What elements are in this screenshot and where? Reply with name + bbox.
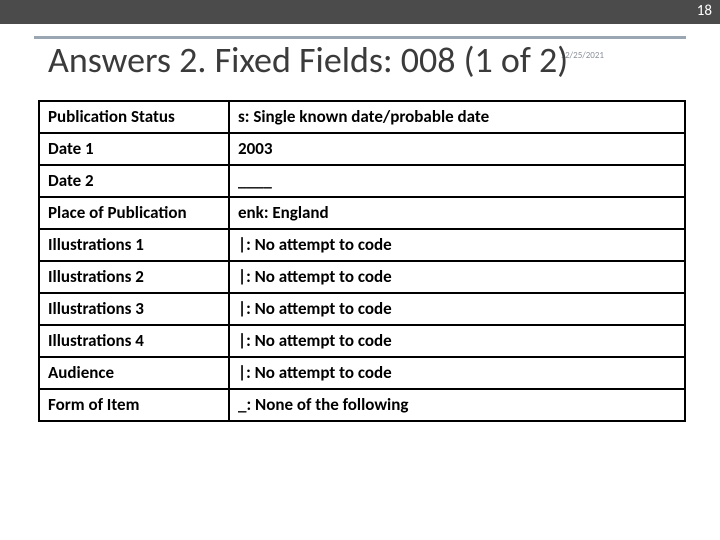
cell-label: Date 1 [39,133,229,165]
cell-label: Form of Item [39,389,229,421]
cell-value: |: No attempt to code [229,325,685,357]
cell-label: Date 2 [39,165,229,197]
cell-value: ____ [229,165,685,197]
cell-label: Audience [39,357,229,389]
table-row: Illustrations 3 |: No attempt to code [39,293,685,325]
table-row: Form of Item _: None of the following [39,389,685,421]
cell-value: enk: England [229,197,685,229]
cell-value: s: Single known date/probable date [229,101,685,133]
cell-value: 2003 [229,133,685,165]
cell-value: |: No attempt to code [229,357,685,389]
cell-label: Place of Publication [39,197,229,229]
table-row: Audience |: No attempt to code [39,357,685,389]
table-row: Place of Publication enk: England [39,197,685,229]
slide: 18 12/25/2021 Answers 2. Fixed Fields: 0… [0,0,720,540]
page-title: Answers 2. Fixed Fields: 008 (1 of 2) [48,38,688,82]
cell-value: |: No attempt to code [229,261,685,293]
cell-value: _: None of the following [229,389,685,421]
fixed-fields-table: Publication Status s: Single known date/… [38,100,686,422]
cell-label: Illustrations 2 [39,261,229,293]
cell-label: Illustrations 1 [39,229,229,261]
cell-value: |: No attempt to code [229,293,685,325]
cell-value: |: No attempt to code [229,229,685,261]
cell-label: Illustrations 4 [39,325,229,357]
page-number: 18 [697,2,712,20]
table-row: Illustrations 4 |: No attempt to code [39,325,685,357]
table-row: Date 1 2003 [39,133,685,165]
table-row: Publication Status s: Single known date/… [39,101,685,133]
table-row: Illustrations 1 |: No attempt to code [39,229,685,261]
cell-label: Illustrations 3 [39,293,229,325]
top-bar: 18 [0,0,720,24]
table-row: Illustrations 2 |: No attempt to code [39,261,685,293]
cell-label: Publication Status [39,101,229,133]
table-row: Date 2 ____ [39,165,685,197]
